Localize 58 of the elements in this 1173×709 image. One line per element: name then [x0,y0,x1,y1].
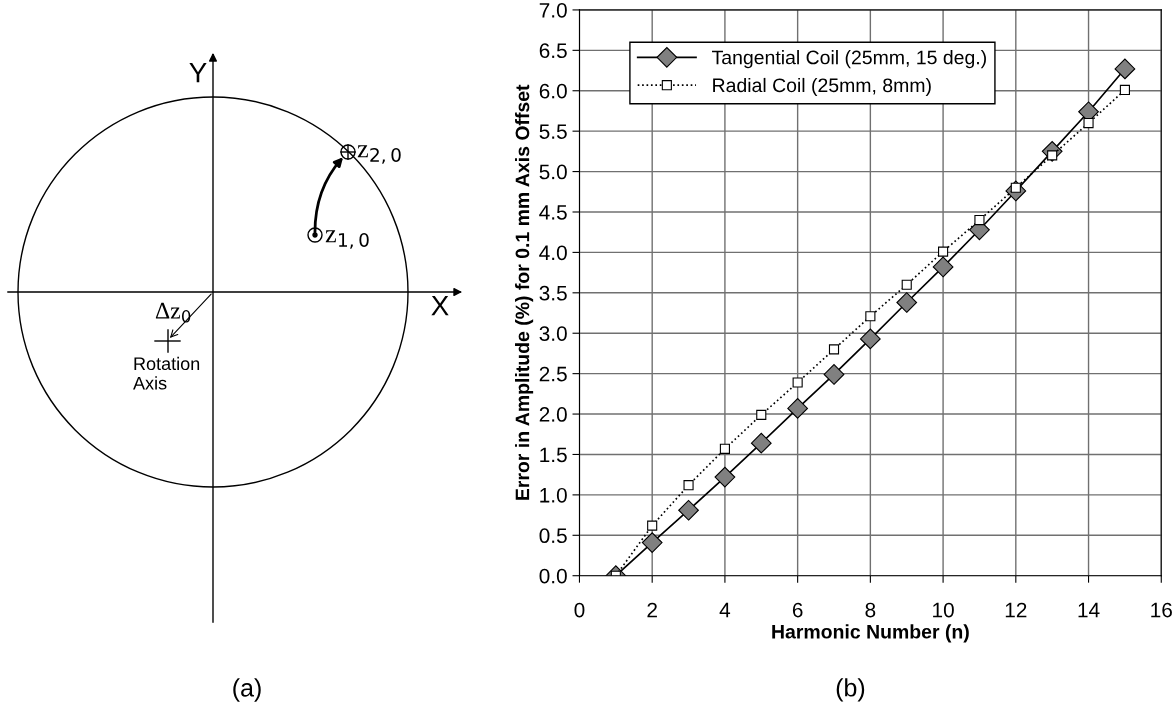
x-tick-label: 10 [933,602,954,618]
point [938,246,949,257]
x-tick-label: 12 [1005,602,1027,618]
text: Δz$_{0}$ [155,302,191,323]
point [714,466,736,488]
y-tick-label: 4.5 [539,205,567,220]
point [719,443,730,454]
point [974,215,985,226]
y-tick-label: 4.0 [539,245,567,261]
point [932,256,954,278]
point [683,480,694,491]
y-tick-label: 7.0 [539,2,567,18]
point [823,364,845,385]
x-tick-label: 2 [647,602,657,618]
y-tick-label: 6.0 [539,83,567,99]
y-tick-label: 5.5 [539,124,567,139]
point [901,279,912,290]
text: z$_{2,0}$ [357,145,401,164]
text: (b) [836,678,865,702]
y-tick-label: 3.0 [539,326,567,341]
y-tick-label: 2.0 [539,407,567,422]
y-tick-label: 1.5 [540,447,567,463]
x-tick-label: 6 [792,602,803,618]
x-axis-title: Harmonic Number (n) [772,624,969,643]
point [1114,58,1136,80]
x-tick-label: 14 [1078,602,1100,618]
text: (a) [233,678,261,702]
y-tick-label: 3.5 [539,285,567,301]
y-tick-label: 0.0 [539,568,567,584]
x-tick-label: 4 [719,602,731,618]
point [828,344,840,355]
x-tick-label: 8 [865,602,876,618]
text: Y [189,63,207,83]
x-tick-label: 16 [1151,602,1172,618]
point [792,377,803,388]
y-axis-title: Error in Amplitude (%) for 0.1 mm Axis Offset [515,84,534,500]
point [1119,84,1130,96]
text: Rotation Axis [133,356,200,390]
y-tick-label: 6.5 [539,43,567,59]
legend-label: Tangential Coil (25mm, 15 deg.) [712,50,986,69]
point [750,432,772,454]
point [647,520,658,531]
text: z$_{1,0}$ [325,230,369,249]
y-tick-label: 1.0 [540,487,567,503]
y-tick-label: 5.0 [539,164,567,180]
legend-label: Radial Coil (25mm, 8mm) [713,77,931,97]
point [896,292,918,313]
point [865,311,876,322]
point [859,328,881,350]
text: X [431,296,449,316]
x-tick-label: 0 [574,602,585,618]
point [641,532,663,553]
point [1083,118,1094,129]
point [756,409,767,420]
y-tick-label: 0.5 [539,528,567,544]
point [678,499,699,521]
point [787,398,809,419]
y-tick-label: 2.5 [539,366,567,382]
